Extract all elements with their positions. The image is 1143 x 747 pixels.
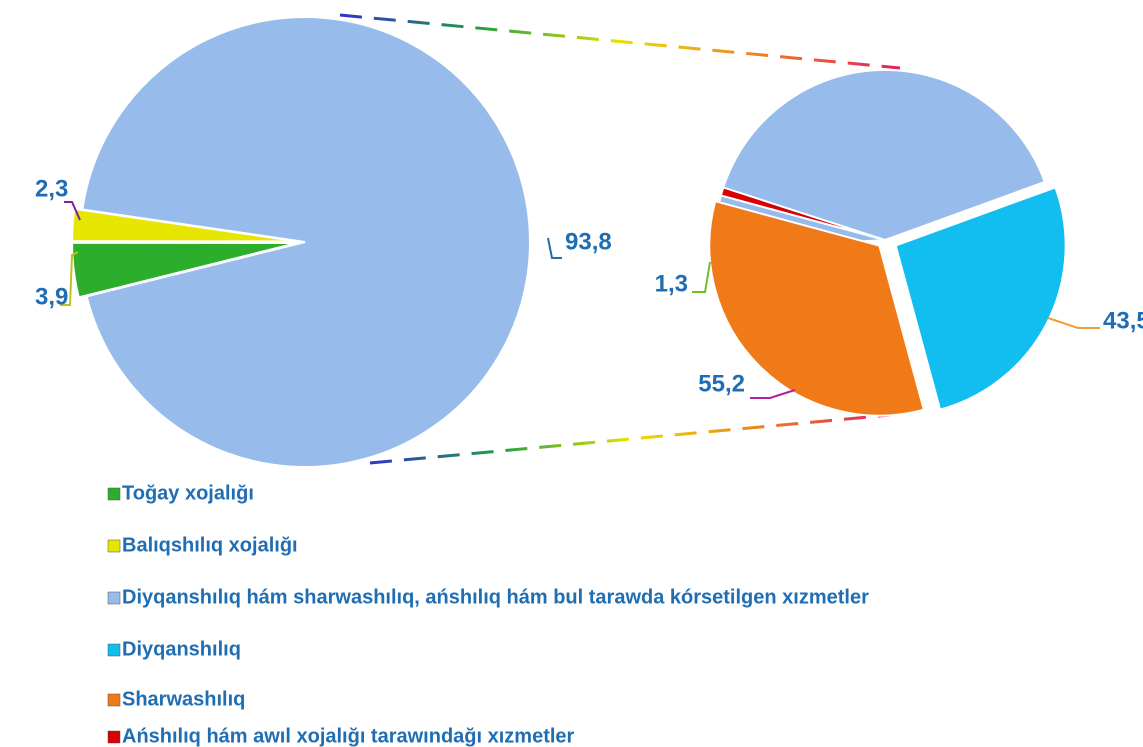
pie-slice — [894, 186, 1067, 411]
legend-marker — [107, 643, 121, 657]
pie-slice — [719, 186, 886, 241]
leader-line — [60, 251, 79, 306]
pie-slice — [708, 199, 926, 417]
leader-line — [64, 201, 81, 221]
connector — [339, 13, 901, 70]
leader-line — [750, 389, 796, 399]
value-label: 3,9 — [35, 283, 68, 310]
value-label: 2,3 — [35, 175, 68, 202]
pie-rest — [714, 68, 1047, 251]
legend-label: Balıqshılıq xojalığı — [122, 534, 298, 556]
legend-label: Toğay xojalığı — [122, 482, 254, 504]
connector — [369, 413, 891, 465]
pie-slice — [71, 241, 298, 299]
value-label: 43,5 — [1103, 307, 1143, 334]
leader-line — [1047, 317, 1100, 329]
value-label: 55,2 — [698, 370, 745, 397]
legend-marker — [107, 539, 121, 553]
legend-marker — [107, 693, 121, 707]
legend-marker — [107, 730, 121, 744]
value-label: 93,8 — [565, 228, 612, 255]
value-label: 1,3 — [655, 270, 688, 297]
pie-slice — [81, 16, 531, 468]
legend-marker — [107, 591, 121, 605]
legend-label: Diyqanshılıq — [122, 638, 241, 660]
legend-label: Diyqanshılıq hám sharwashılıq, ańshılıq … — [122, 586, 869, 608]
leader-line — [692, 261, 711, 293]
legend-label: Sharwashılıq — [122, 688, 245, 710]
leader-line — [547, 237, 562, 259]
legend-label: Ańshılıq hám awıl xojalığı tarawındağı x… — [122, 725, 575, 747]
legend-marker — [107, 487, 121, 501]
